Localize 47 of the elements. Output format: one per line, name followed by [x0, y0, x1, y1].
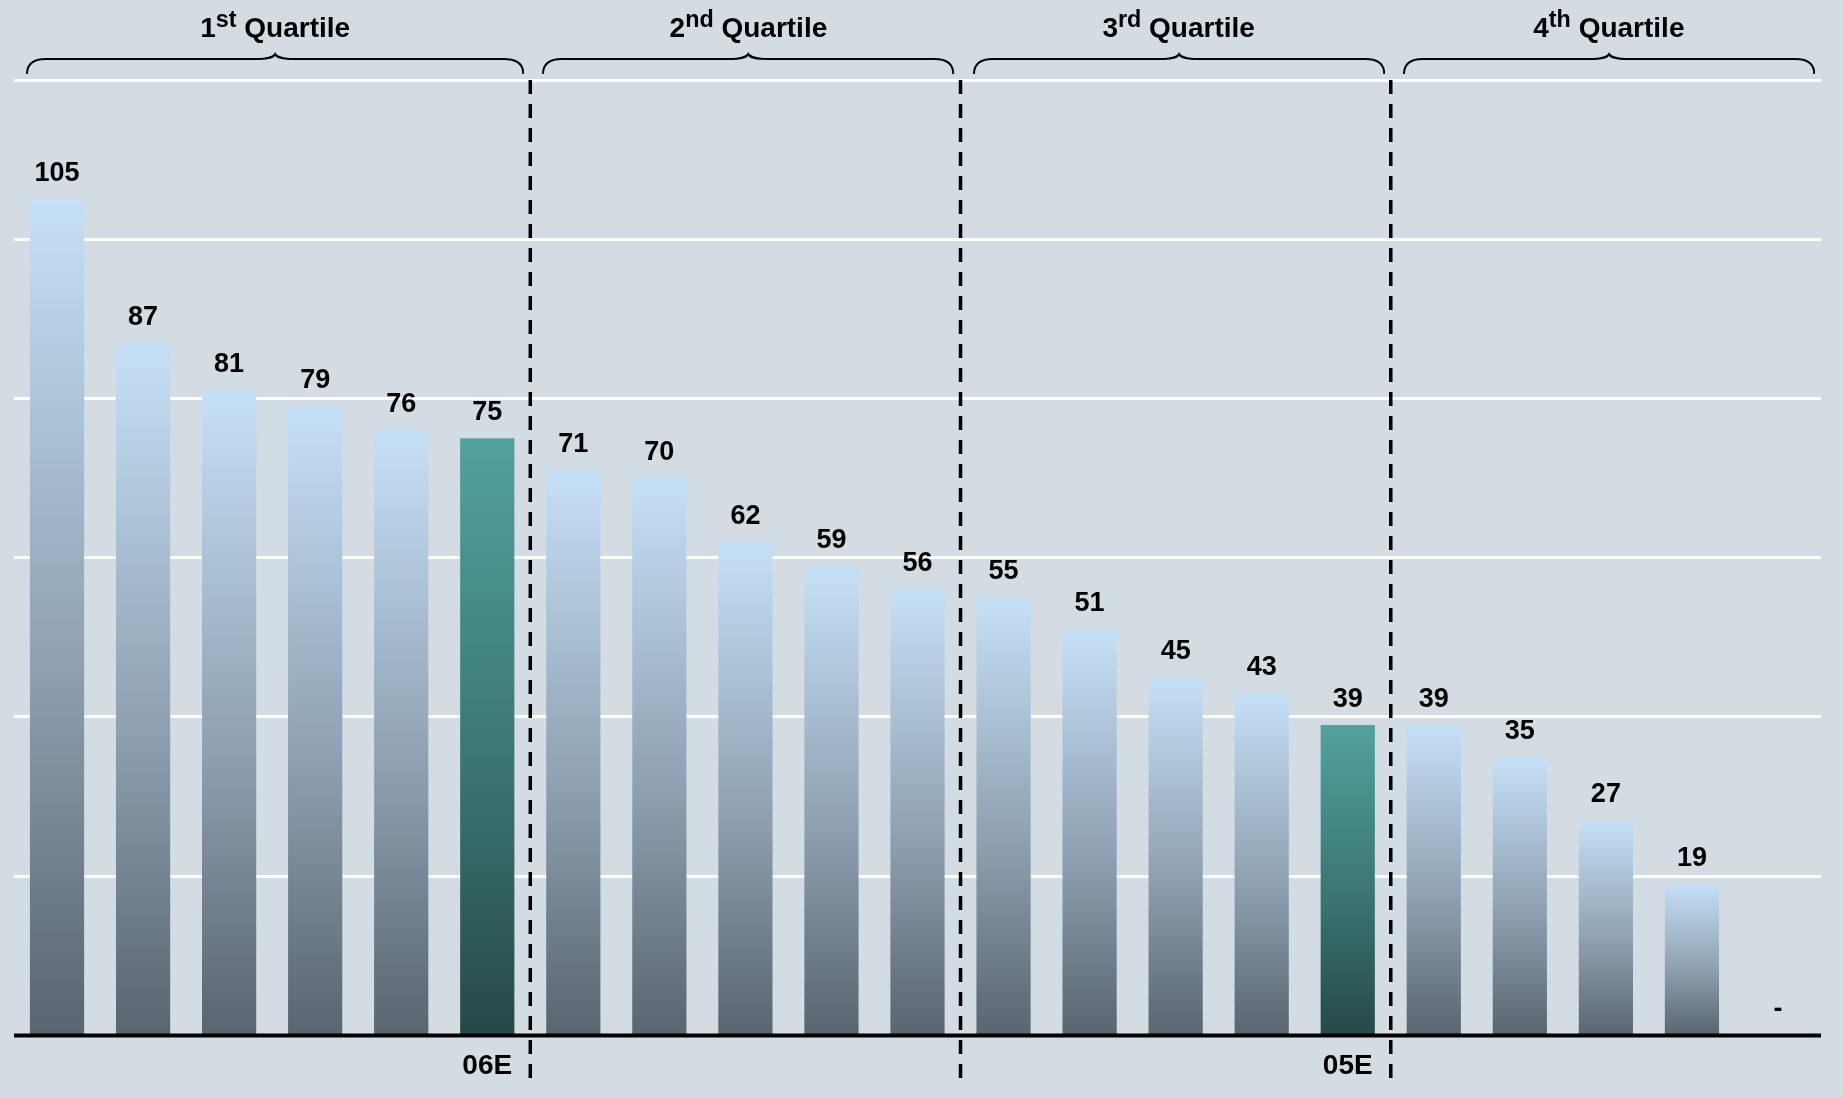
bar: [976, 597, 1031, 1034]
bar: [1406, 724, 1461, 1034]
bar: [718, 541, 773, 1034]
bar: [1664, 884, 1720, 1034]
bar: [890, 589, 945, 1034]
data-label: 56: [902, 547, 933, 578]
data-label: 43: [1246, 651, 1277, 681]
x-tick-label: 06E: [462, 1048, 513, 1080]
bar: [288, 406, 343, 1034]
data-label: 71: [558, 428, 589, 459]
data-label: 19: [1676, 842, 1707, 873]
bar: [460, 438, 515, 1034]
data-label: 59: [816, 523, 847, 554]
data-label: 51: [1074, 587, 1105, 618]
bar: [115, 342, 171, 1034]
text: 1$^{st}$ Quartile: [199, 6, 352, 45]
bar: [1234, 693, 1289, 1034]
data-label: 39: [1418, 682, 1449, 713]
bar: [1148, 677, 1203, 1034]
data-label: 75: [472, 396, 503, 427]
bar: [1492, 756, 1547, 1034]
bar: [374, 430, 429, 1034]
data-label: 55: [988, 555, 1019, 586]
data-label: 105: [34, 157, 80, 188]
data-label: 35: [1504, 714, 1535, 745]
bar: [202, 390, 257, 1034]
data-label: 27: [1590, 778, 1621, 809]
bar: [1062, 629, 1117, 1034]
text: 2$^{nd}$ Quartile: [668, 6, 829, 45]
data-label: 45: [1160, 635, 1191, 666]
data-label: 76: [386, 388, 417, 419]
data-label: 70: [644, 436, 675, 467]
data-label: 62: [730, 499, 761, 530]
bar: [546, 470, 601, 1034]
bar: [804, 565, 859, 1034]
text: 4$^{th}$ Quartile: [1532, 6, 1686, 45]
data-label: 81: [214, 348, 245, 379]
bar: [632, 478, 687, 1034]
data-label: 87: [128, 300, 159, 331]
data-label: -: [1773, 993, 1783, 1024]
x-tick-label: 05E: [1322, 1048, 1373, 1080]
bar: [1320, 724, 1375, 1034]
data-label: 79: [300, 364, 331, 395]
bar: [1578, 820, 1633, 1034]
text: 3$^{rd}$ Quartile: [1101, 6, 1256, 45]
bar: [29, 199, 85, 1034]
data-label: 39: [1332, 682, 1363, 713]
